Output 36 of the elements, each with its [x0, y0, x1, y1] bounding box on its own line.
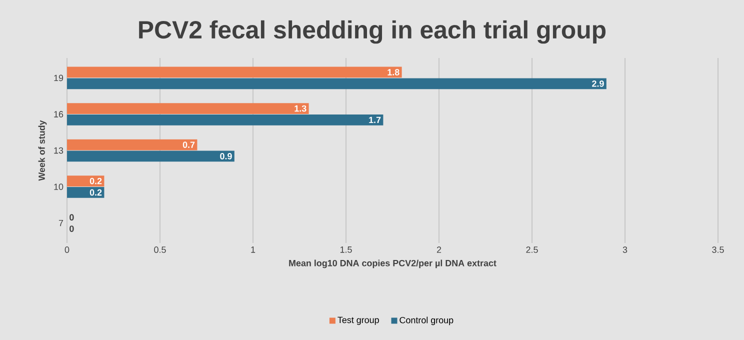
- bar: [67, 187, 104, 198]
- x-tick-label: 2.5: [526, 246, 538, 253]
- y-tick-label: 7: [58, 220, 64, 226]
- legend-label: Control group: [400, 316, 454, 326]
- bar: [67, 114, 384, 126]
- bar: [67, 139, 198, 150]
- data-label: 0: [70, 214, 74, 221]
- data-label: 0.2: [90, 189, 102, 196]
- y-tick-label: 13: [54, 147, 64, 154]
- y-tick-label: 10: [54, 184, 64, 190]
- data-label: 0.7: [182, 142, 195, 148]
- bar: [67, 176, 104, 187]
- data-label: 0.9: [220, 153, 232, 160]
- x-tick-label: 0: [64, 246, 70, 253]
- chart-title: PCV2 fecal shedding in each trial group: [139, 20, 606, 44]
- bar: [67, 78, 606, 90]
- legend-label: Test group: [338, 316, 379, 325]
- x-tick-label: 2: [436, 246, 442, 253]
- bar: [67, 150, 234, 162]
- y-axis-title: Week of study: [38, 120, 47, 181]
- y-tick-label: 19: [54, 74, 64, 82]
- x-axis-title: Mean log10 DNA copies PCV2/per µl DNA extract: [289, 260, 496, 268]
- x-tick-label: 3: [622, 246, 628, 253]
- bar: [67, 66, 402, 78]
- data-label: 0.2: [90, 178, 102, 184]
- x-tick-label: 1: [251, 246, 256, 253]
- x-tick-label: 1.5: [340, 246, 352, 253]
- y-tick-label: 16: [54, 111, 64, 118]
- data-label: 0: [70, 226, 74, 232]
- bar: [67, 103, 309, 114]
- x-tick-label: 0.5: [154, 246, 166, 253]
- data-label: 2.9: [592, 80, 604, 87]
- x-tick-label: 3.5: [712, 246, 724, 253]
- data-label: 1.3: [294, 105, 306, 112]
- data-label: 1.8: [388, 69, 400, 76]
- data-label: 1.7: [369, 116, 381, 124]
